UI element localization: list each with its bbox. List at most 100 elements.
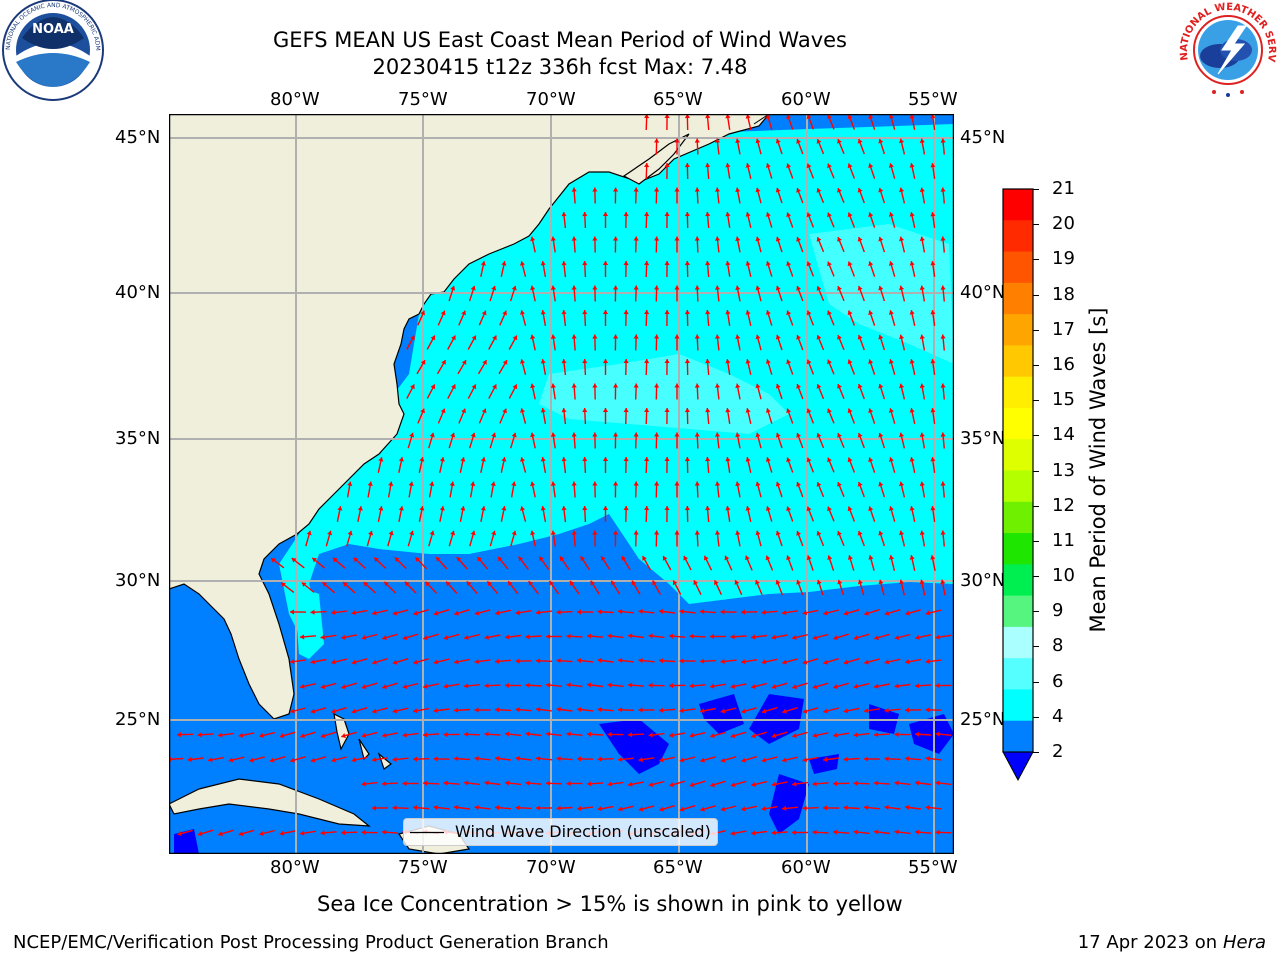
colorbar-tick-label: 17 — [1052, 318, 1075, 340]
wind-wave-arrowhead — [751, 733, 756, 739]
wind-wave-arrowhead — [853, 780, 858, 786]
wind-wave-arrowhead — [674, 481, 680, 486]
wind-wave-arrowhead — [837, 286, 842, 291]
wind-wave-arrowhead — [520, 261, 525, 266]
sea-ice-note: Sea Ice Concentration > 15% is shown in … — [317, 892, 903, 916]
wind-wave-arrowhead — [331, 609, 336, 615]
wind-wave-arrowhead — [705, 212, 711, 217]
wind-wave-arrowhead — [919, 138, 925, 143]
wind-wave-arrowhead — [491, 530, 497, 536]
wind-wave-arrowhead — [857, 579, 863, 585]
wind-wave-arrowhead — [351, 708, 357, 714]
colorbar-tick-label: 16 — [1052, 353, 1075, 375]
wind-wave-arrowhead — [909, 261, 915, 266]
wind-wave-arrowhead — [919, 285, 925, 290]
period-6-8-region — [539, 354, 789, 434]
wind-wave-arrowhead — [823, 756, 828, 763]
wind-wave-arrowhead — [587, 781, 592, 787]
wind-wave-arrowhead — [571, 187, 577, 192]
colorbar-tick-label: 4 — [1052, 705, 1064, 727]
wind-wave-arrowhead — [602, 359, 609, 363]
wind-wave-arrowhead — [878, 138, 884, 144]
wind-wave-arrowhead — [322, 582, 328, 587]
wind-wave-arrowhead — [684, 163, 690, 168]
wind-wave-arrowhead — [659, 806, 664, 812]
wind-wave-arrowhead — [664, 310, 670, 314]
wind-wave-arrowhead — [378, 506, 384, 511]
colorbar-tick-mark — [1033, 294, 1039, 296]
wind-wave-arrowhead — [654, 432, 660, 437]
wind-wave-arrowhead — [899, 383, 905, 389]
wind-wave-arrowhead — [919, 481, 925, 486]
wind-wave-arrowhead — [361, 635, 367, 640]
wind-wave-arrowhead — [520, 310, 525, 315]
wind-wave-arrowhead — [755, 138, 761, 144]
wind-wave-arrowhead — [694, 530, 700, 535]
wind-wave-arrowhead — [888, 114, 894, 119]
wind-wave-arrowhead — [674, 383, 680, 388]
wind-wave-arrowhead — [710, 683, 715, 689]
wind-wave-arrowhead — [894, 635, 900, 640]
wind-wave-arrowhead — [648, 682, 653, 688]
wind-wave-arrowhead — [714, 432, 721, 437]
wind-wave-arrowhead — [700, 806, 705, 812]
wind-wave-arrowhead — [536, 707, 541, 713]
lon-label-top-55w: 55°W — [908, 89, 958, 110]
lat-label-left-35n: 35°N — [115, 428, 161, 449]
wind-wave-arrowhead — [827, 555, 833, 560]
wind-wave-arrowhead — [613, 285, 619, 290]
wind-wave-arrowhead — [868, 408, 874, 414]
wind-wave-arrowhead — [786, 408, 792, 414]
nws-logo: NATIONAL WEATHER SERVICE — [1176, 0, 1277, 99]
wind-wave-arrowhead — [413, 708, 418, 714]
wind-wave-arrowhead — [590, 580, 595, 586]
wind-wave-arrowhead — [689, 633, 694, 639]
wind-wave-arrowhead — [884, 659, 890, 665]
wind-wave-arrowhead — [909, 457, 915, 462]
wind-wave-arrowhead — [451, 384, 456, 390]
wind-wave-arrowhead — [930, 310, 936, 315]
wind-wave-arrowhead — [674, 236, 680, 241]
wind-wave-arrowhead — [423, 635, 428, 641]
wind-wave-arrowhead — [433, 805, 438, 811]
wind-wave-arrowhead — [559, 556, 565, 562]
wind-wave-arrowhead — [654, 138, 660, 143]
wind-wave-arrowhead — [725, 163, 731, 168]
wind-wave-arrowhead — [536, 658, 541, 664]
wind-wave-arrowhead — [720, 609, 725, 615]
wind-wave-arrowhead — [392, 659, 398, 665]
wind-wave-arrowhead — [570, 580, 575, 586]
wind-wave-arrowhead — [857, 335, 863, 340]
lat-label-right-25n: 25°N — [960, 709, 1006, 730]
wind-wave-arrowhead — [853, 732, 858, 738]
wind-wave-arrowhead — [587, 633, 592, 639]
wind-wave-arrowhead — [556, 805, 561, 811]
wind-wave-arrowhead — [755, 236, 761, 242]
wind-wave-arrowhead — [935, 829, 940, 835]
wind-wave-arrowhead — [382, 829, 387, 835]
wind-wave-arrowhead — [546, 731, 551, 737]
wind-wave-arrowhead — [909, 359, 915, 364]
wind-wave-arrowhead — [940, 383, 946, 388]
wind-wave-arrowhead — [751, 684, 756, 689]
wind-wave-arrowhead — [633, 236, 639, 241]
wind-wave-arrowhead — [633, 432, 639, 437]
wind-wave-arrowhead — [868, 212, 874, 218]
wind-wave-arrowhead — [571, 236, 577, 241]
wind-wave-arrowhead — [684, 261, 690, 266]
wind-wave-arrowhead — [796, 580, 802, 585]
wind-wave-arrowhead — [816, 188, 822, 193]
wind-wave-arrowhead — [433, 659, 439, 665]
wind-wave-arrowhead — [429, 481, 435, 486]
lon-label-top-80w: 80°W — [270, 89, 320, 110]
wind-wave-arrowhead — [659, 707, 664, 713]
colorbar-tick-mark — [1033, 259, 1039, 261]
wind-wave-arrowhead — [700, 609, 705, 615]
wind-wave-arrowhead — [550, 334, 556, 339]
wind-wave-arrowhead — [940, 579, 946, 585]
colorbar-segment — [1003, 189, 1033, 221]
wind-wave-arrowhead — [694, 285, 700, 290]
wind-wave-arrowhead — [484, 780, 489, 786]
wind-wave-arrowhead — [837, 433, 842, 438]
wind-wave-arrowhead — [775, 580, 781, 585]
